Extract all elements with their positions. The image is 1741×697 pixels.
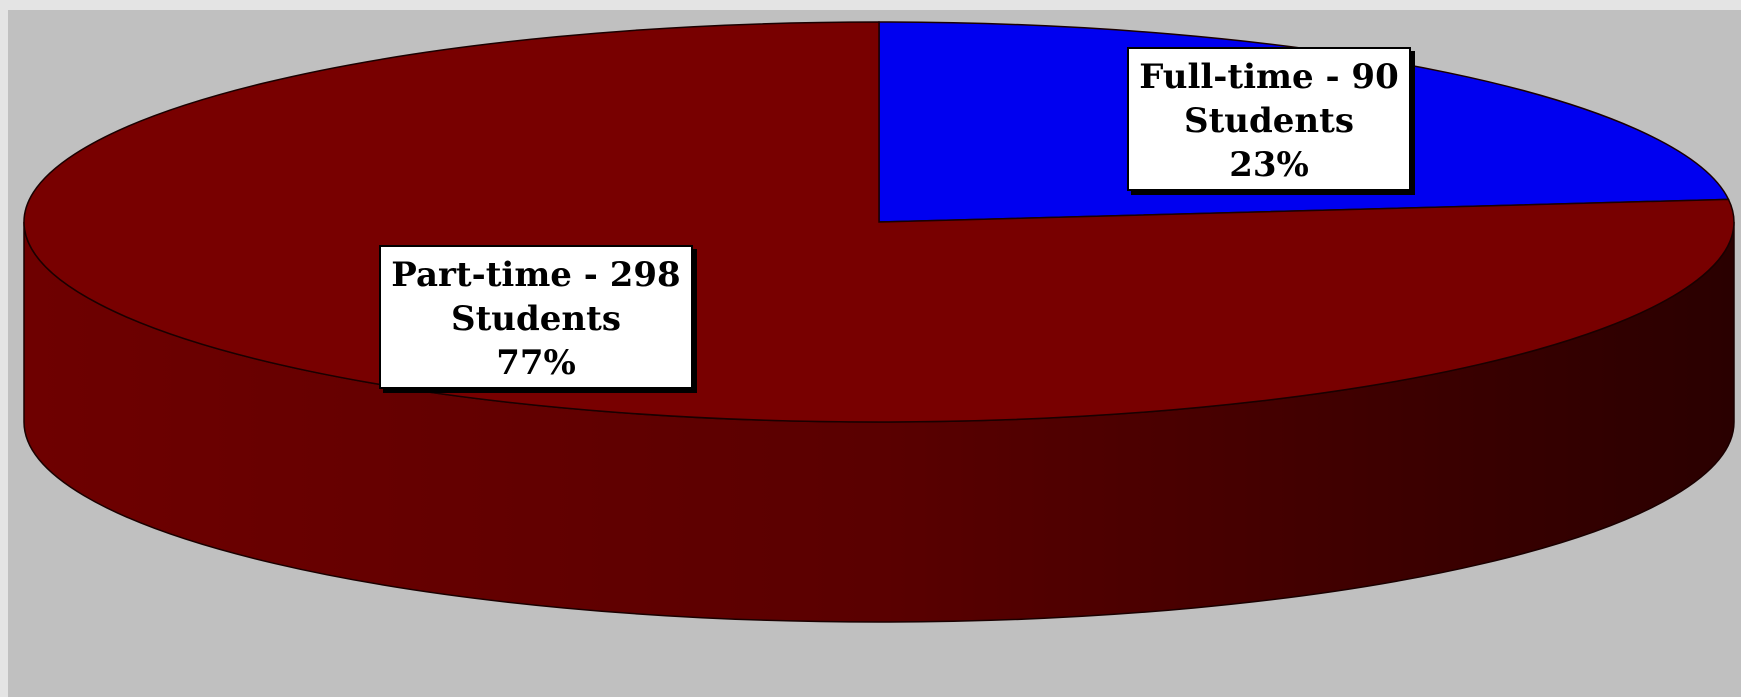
data-label-box [379,245,693,389]
data-label-line: Students [1184,101,1354,141]
data-label-line: 77% [496,343,576,383]
data-label-line: Students [451,299,621,339]
data-label-line: Part-time - 298 [391,255,680,295]
data-label-line: 23% [1229,145,1309,185]
data-label-box [1127,47,1411,191]
data-label-line: Full-time - 90 [1139,57,1399,97]
pie-slices [23,21,1735,423]
